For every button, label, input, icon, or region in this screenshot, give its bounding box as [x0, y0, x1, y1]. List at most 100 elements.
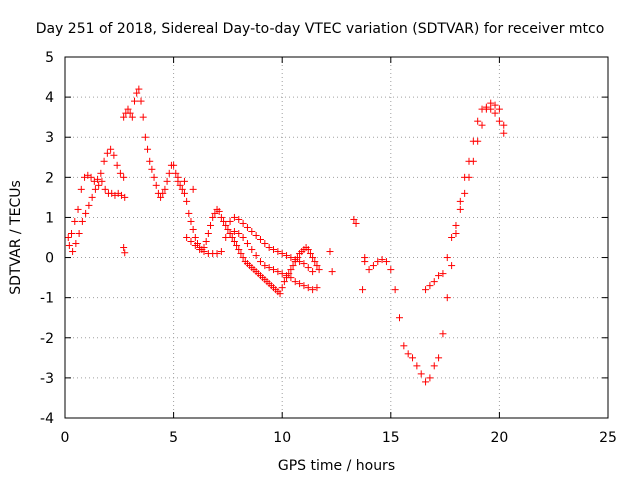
- chart-title: Day 251 of 2018, Sidereal Day-to-day VTE…: [36, 21, 605, 37]
- data-point: [248, 246, 256, 254]
- data-point: [128, 113, 136, 121]
- data-point: [315, 266, 323, 274]
- data-point: [183, 197, 191, 205]
- data-point: [278, 284, 286, 292]
- data-point: [474, 137, 482, 145]
- data-point: [426, 282, 434, 290]
- data-point: [369, 262, 377, 270]
- data-point: [217, 213, 225, 221]
- data-point: [274, 268, 282, 276]
- data-point: [207, 221, 215, 229]
- data-point: [230, 213, 238, 221]
- series-track-a: [64, 145, 128, 241]
- data-point: [313, 284, 321, 292]
- data-point: [163, 177, 171, 185]
- data-point: [304, 284, 312, 292]
- data-point: [137, 97, 145, 105]
- data-point: [161, 185, 169, 193]
- data-point: [172, 169, 180, 177]
- data-point: [443, 254, 451, 262]
- data-point: [274, 248, 282, 256]
- data-point: [202, 238, 210, 246]
- data-point: [185, 209, 193, 217]
- data-point: [124, 105, 132, 113]
- data-point: [456, 205, 464, 213]
- data-point: [237, 250, 245, 258]
- y-tick-label: 0: [45, 251, 54, 267]
- data-point: [252, 231, 260, 239]
- data-point: [176, 181, 184, 189]
- data-point: [78, 217, 86, 225]
- data-point: [239, 234, 247, 241]
- y-tick-label: -3: [40, 371, 54, 387]
- data-point: [72, 240, 80, 248]
- data-point: [103, 149, 111, 157]
- data-point: [474, 117, 482, 125]
- data-point: [328, 268, 336, 276]
- data-point: [187, 238, 195, 246]
- data-point: [265, 244, 273, 252]
- data-point: [220, 217, 228, 225]
- data-point: [146, 157, 154, 165]
- data-point: [291, 256, 299, 264]
- data-point: [239, 254, 247, 262]
- series-track-g: [361, 103, 508, 386]
- data-point: [211, 209, 219, 217]
- y-tick-label: 4: [45, 90, 54, 106]
- data-point: [180, 177, 188, 185]
- data-point: [230, 227, 238, 235]
- data-point: [97, 169, 105, 177]
- data-point: [144, 145, 152, 153]
- data-point: [435, 272, 443, 280]
- data-point: [189, 185, 197, 193]
- series-track-h: [422, 99, 508, 294]
- data-point: [235, 246, 243, 254]
- data-point: [495, 105, 503, 113]
- data-point: [133, 89, 141, 97]
- data-point: [478, 121, 486, 129]
- data-point: [487, 99, 495, 107]
- data-point: [304, 264, 312, 272]
- data-point: [276, 290, 284, 298]
- data-point: [65, 242, 73, 250]
- data-point: [456, 197, 464, 205]
- data-point: [243, 240, 251, 248]
- data-point: [74, 205, 82, 213]
- data-point: [94, 175, 102, 183]
- data-point: [230, 238, 238, 246]
- data-point: [213, 250, 221, 258]
- y-tick-label: 5: [45, 50, 54, 66]
- data-point: [261, 240, 269, 248]
- data-point: [422, 378, 430, 386]
- x-axis-label: GPS time / hours: [278, 458, 395, 474]
- data-point: [311, 258, 319, 266]
- data-point: [304, 246, 312, 254]
- data-point: [306, 250, 314, 258]
- data-point: [452, 221, 460, 229]
- tick-labels: 0 5 10 15 20 25 -4 -3 -2 -1 0 1 2 3 4 5: [40, 50, 617, 446]
- data-point: [187, 217, 195, 225]
- data-point: [439, 270, 447, 278]
- data-point: [382, 258, 390, 266]
- data-point: [256, 258, 264, 266]
- data-point: [300, 260, 308, 268]
- data-point: [209, 213, 217, 221]
- data-point: [422, 286, 430, 294]
- data-point: [465, 173, 473, 181]
- data-point: [88, 193, 96, 201]
- plot-frame: [64, 56, 609, 419]
- data-point: [448, 262, 456, 270]
- data-point: [68, 229, 76, 237]
- data-point: [239, 219, 247, 227]
- data-point: [430, 278, 438, 286]
- data-point: [439, 330, 447, 338]
- data-point: [120, 244, 128, 252]
- data-point: [287, 274, 295, 282]
- data-point: [95, 181, 103, 189]
- axis-ticks: [64, 56, 609, 419]
- data-point: [287, 254, 295, 262]
- data-point: [452, 229, 460, 237]
- data-point: [196, 246, 204, 254]
- data-point: [413, 362, 421, 370]
- data-point: [113, 161, 121, 169]
